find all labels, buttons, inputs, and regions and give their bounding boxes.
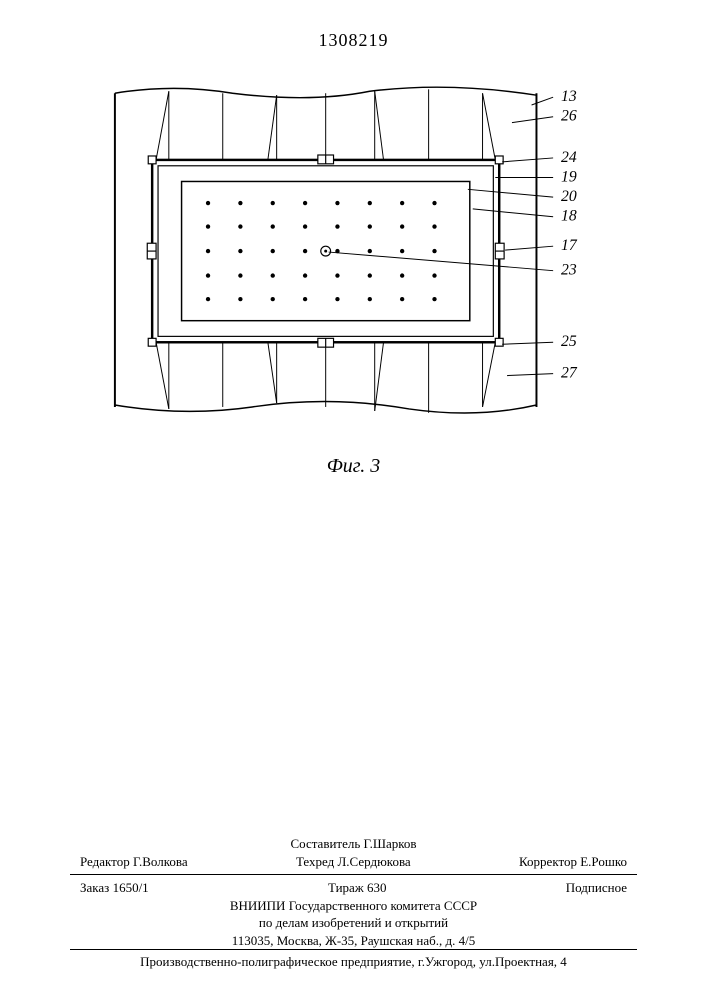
- center-dot: [324, 250, 327, 253]
- compiler-label: Составитель: [290, 836, 360, 851]
- svg-text:18: 18: [561, 208, 577, 225]
- editor: Редактор Г.Волкова: [80, 853, 188, 871]
- compiler-line: Составитель Г.Шарков: [70, 835, 637, 853]
- svg-text:24: 24: [561, 149, 577, 166]
- credits-row: Редактор Г.Волкова Техред Л.Сердюкова Ко…: [70, 853, 637, 871]
- figure-caption: Фиг. 3: [0, 455, 707, 478]
- footer: Производственно-полиграфическое предприя…: [70, 945, 637, 970]
- compiler-name: Г.Шарков: [364, 836, 417, 851]
- tech: Техред Л.Сердюкова: [296, 853, 411, 871]
- figure-3: 13 26 24 19 20 18 17 23 25 27: [110, 70, 580, 440]
- svg-text:20: 20: [561, 188, 577, 205]
- footer-text: Производственно-полиграфическое предприя…: [70, 954, 637, 970]
- svg-text:17: 17: [561, 237, 578, 254]
- order: Заказ 1650/1: [80, 879, 149, 897]
- page-number: 1308219: [0, 30, 707, 51]
- org1: ВНИИПИ Государственного комитета СССР: [70, 897, 637, 915]
- order-row: Заказ 1650/1 Тираж 630 Подписное: [70, 879, 637, 897]
- divider-1: [70, 874, 637, 875]
- tirazh: Тираж 630: [328, 879, 387, 897]
- subscription: Подписное: [566, 879, 627, 897]
- svg-text:26: 26: [561, 108, 577, 125]
- svg-text:13: 13: [561, 88, 577, 105]
- svg-text:27: 27: [561, 365, 578, 382]
- svg-text:23: 23: [561, 262, 577, 279]
- divider-2: [70, 949, 637, 950]
- colophon: Составитель Г.Шарков Редактор Г.Волкова …: [70, 835, 637, 949]
- corrector: Корректор Е.Рошко: [519, 853, 627, 871]
- svg-text:25: 25: [561, 333, 577, 350]
- org2: по делам изобретений и открытий: [70, 914, 637, 932]
- svg-text:19: 19: [561, 168, 577, 185]
- figure-svg: 13 26 24 19 20 18 17 23 25 27: [110, 70, 610, 440]
